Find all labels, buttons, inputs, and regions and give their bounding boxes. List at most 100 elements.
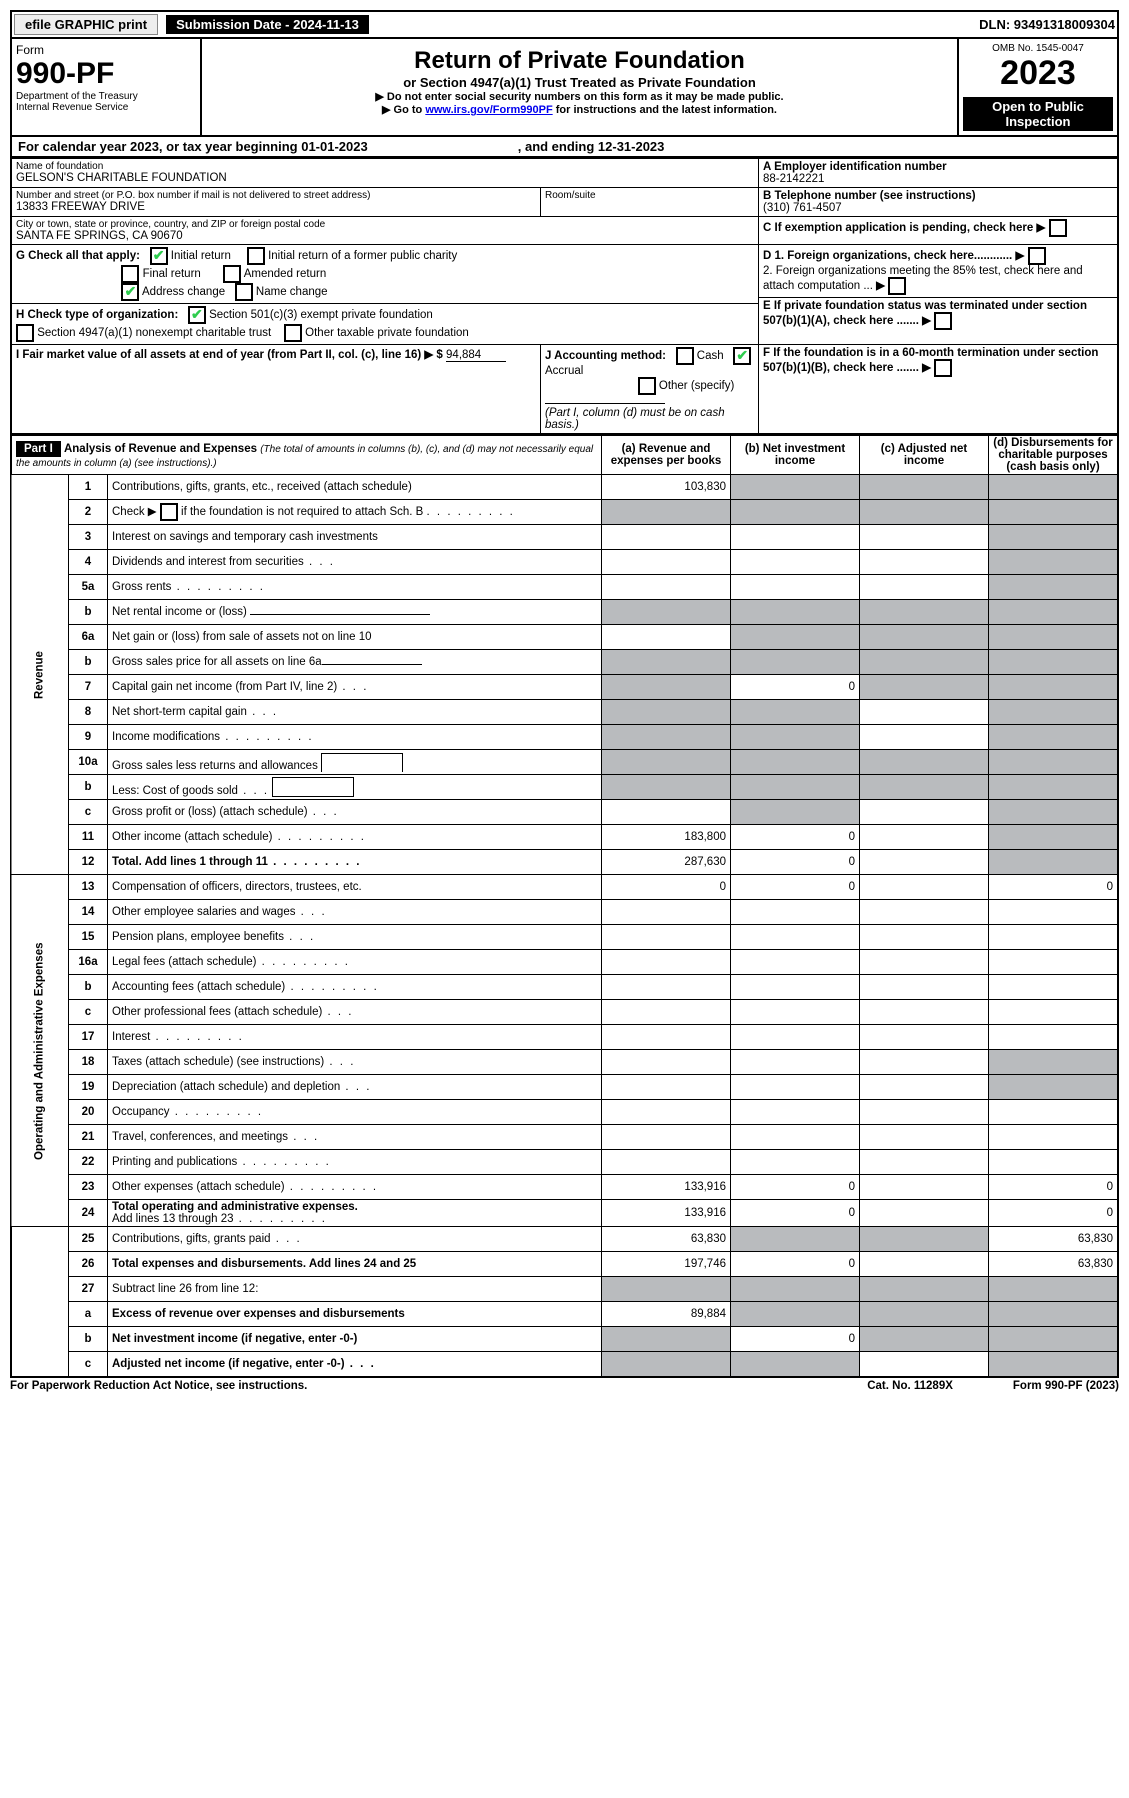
d: Legal fees (attach schedule) xyxy=(108,950,602,975)
d: Depreciation (attach schedule) and deple… xyxy=(108,1075,602,1100)
chk-amended[interactable] xyxy=(223,265,241,283)
n: 19 xyxy=(69,1075,108,1100)
n: 1 xyxy=(69,475,108,500)
info-block: Name of foundation GELSON'S CHARITABLE F… xyxy=(10,158,1119,435)
chk-4947[interactable] xyxy=(16,324,34,342)
d: Subtract line 26 from line 12: xyxy=(108,1277,602,1302)
addr-label: Number and street (or P.O. box number if… xyxy=(16,190,536,201)
chk-501c3[interactable]: ✔ xyxy=(188,306,206,324)
v: 287,630 xyxy=(602,850,731,875)
name-label: Name of foundation xyxy=(16,161,754,172)
d: Excess of revenue over expenses and disb… xyxy=(108,1302,602,1327)
h-501: Section 501(c)(3) exempt private foundat… xyxy=(209,309,433,321)
phone: (310) 761-4507 xyxy=(763,202,1113,214)
n: b xyxy=(69,775,108,800)
v: 0 xyxy=(989,1175,1119,1200)
d: Printing and publications xyxy=(108,1150,602,1175)
d: Travel, conferences, and meetings xyxy=(108,1125,602,1150)
form-number: 990-PF xyxy=(16,57,196,91)
paperwork-notice: For Paperwork Reduction Act Notice, see … xyxy=(10,1380,307,1392)
d: Total operating and administrative expen… xyxy=(108,1200,602,1227)
n: c xyxy=(69,1352,108,1378)
d: Gross profit or (loss) (attach schedule) xyxy=(108,800,602,825)
n: 20 xyxy=(69,1100,108,1125)
v: 183,800 xyxy=(602,825,731,850)
v: 133,916 xyxy=(602,1200,731,1227)
n: 3 xyxy=(69,525,108,550)
form-subtitle: or Section 4947(a)(1) Trust Treated as P… xyxy=(206,75,953,90)
cat-no: Cat. No. 11289X xyxy=(867,1380,953,1392)
d: Net gain or (loss) from sale of assets n… xyxy=(108,625,602,650)
dln: DLN: 93491318009304 xyxy=(979,17,1115,32)
j-note: (Part I, column (d) must be on cash basi… xyxy=(545,407,725,431)
chk-initial-pub[interactable] xyxy=(247,247,265,265)
foundation-name: GELSON'S CHARITABLE FOUNDATION xyxy=(16,172,754,184)
n: 11 xyxy=(69,825,108,850)
form-header: Form 990-PF Department of the Treasury I… xyxy=(10,39,1119,137)
n: 10a xyxy=(69,750,108,775)
chk-cash[interactable] xyxy=(676,347,694,365)
g-addr: Address change xyxy=(142,286,225,298)
chk-other-tax[interactable] xyxy=(284,324,302,342)
v: 103,830 xyxy=(602,475,731,500)
d: Taxes (attach schedule) (see instruction… xyxy=(108,1050,602,1075)
h-other: Other taxable private foundation xyxy=(305,327,469,339)
chk-addr-change[interactable]: ✔ xyxy=(121,283,139,301)
g-initial: Initial return xyxy=(171,250,231,262)
v: 63,830 xyxy=(989,1252,1119,1277)
d: Net investment income (if negative, ente… xyxy=(108,1327,602,1352)
n: 18 xyxy=(69,1050,108,1075)
d: Pension plans, employee benefits xyxy=(108,925,602,950)
n: 6a xyxy=(69,625,108,650)
g-name: Name change xyxy=(256,286,328,298)
submission-date: Submission Date - 2024-11-13 xyxy=(166,15,369,34)
d: Gross sales price for all assets on line… xyxy=(108,650,602,675)
i-label: I Fair market value of all assets at end… xyxy=(16,349,443,361)
d1-checkbox[interactable] xyxy=(1028,247,1046,265)
chk-schb[interactable] xyxy=(160,503,178,521)
efile-btn[interactable]: efile GRAPHIC print xyxy=(14,14,158,35)
irs-link[interactable]: www.irs.gov/Form990PF xyxy=(425,104,552,116)
n: 24 xyxy=(69,1200,108,1227)
form-word: Form xyxy=(16,43,196,57)
a-label: A Employer identification number xyxy=(763,161,1113,173)
d: Interest on savings and temporary cash i… xyxy=(108,525,602,550)
d: Total. Add lines 1 through 11 xyxy=(108,850,602,875)
d2-checkbox[interactable] xyxy=(888,277,906,295)
chk-accrual[interactable]: ✔ xyxy=(733,347,751,365)
v: 0 xyxy=(731,1327,860,1352)
col-b-hdr: (b) Net investment income xyxy=(731,436,860,475)
e-checkbox[interactable] xyxy=(934,312,952,330)
n: b xyxy=(69,1327,108,1352)
d: Other expenses (attach schedule) xyxy=(108,1175,602,1200)
d: Net rental income or (loss) xyxy=(108,600,602,625)
g-initial-pub: Initial return of a former public charit… xyxy=(268,250,457,262)
n: b xyxy=(69,600,108,625)
c-checkbox[interactable] xyxy=(1049,219,1067,237)
chk-name-change[interactable] xyxy=(235,283,253,301)
form-ref: Form 990-PF (2023) xyxy=(1013,1380,1119,1392)
f-checkbox[interactable] xyxy=(934,359,952,377)
f-label: F If the foundation is in a 60-month ter… xyxy=(763,347,1098,374)
v: 89,884 xyxy=(602,1302,731,1327)
n: 9 xyxy=(69,725,108,750)
n: 21 xyxy=(69,1125,108,1150)
j-accrual: Accrual xyxy=(545,365,583,377)
n: c xyxy=(69,800,108,825)
col-d-hdr: (d) Disbursements for charitable purpose… xyxy=(989,436,1119,475)
n: 22 xyxy=(69,1150,108,1175)
fmv-value: 94,884 xyxy=(446,349,506,362)
d: Compensation of officers, directors, tru… xyxy=(108,875,602,900)
open-to-public: Open to Public Inspection xyxy=(963,97,1113,131)
chk-initial[interactable]: ✔ xyxy=(150,247,168,265)
v: 133,916 xyxy=(602,1175,731,1200)
revenue-label: Revenue xyxy=(11,475,69,875)
chk-other-method[interactable] xyxy=(638,377,656,395)
j-other: Other (specify) xyxy=(659,380,734,392)
cal-begin: For calendar year 2023, or tax year begi… xyxy=(18,139,368,154)
top-bar: efile GRAPHIC print Submission Date - 20… xyxy=(10,10,1119,39)
chk-final[interactable] xyxy=(121,265,139,283)
b-label: B Telephone number (see instructions) xyxy=(763,190,1113,202)
v: 0 xyxy=(731,875,860,900)
calendar-bar: For calendar year 2023, or tax year begi… xyxy=(10,137,1119,158)
